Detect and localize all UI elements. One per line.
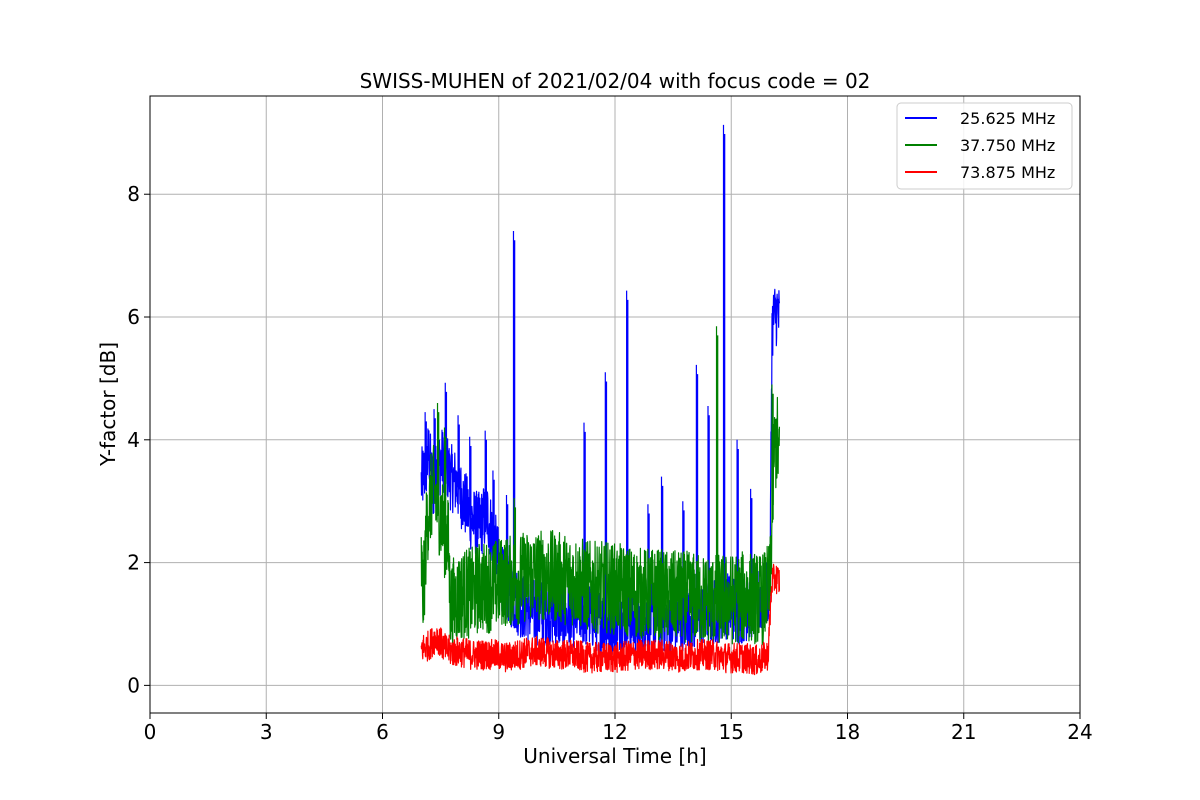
- x-tick-label: 9: [492, 720, 505, 744]
- series-line-37-750: [420, 326, 781, 650]
- x-tick-label: 6: [376, 720, 389, 744]
- legend: 25.625 MHz 37.750 MHz 73.875 MHz: [896, 102, 1073, 190]
- legend-box: [896, 102, 1073, 190]
- x-tick-label: 0: [144, 720, 157, 744]
- x-tick-label: 15: [719, 720, 744, 744]
- legend-label-37-750: 37.750 MHz: [960, 136, 1055, 155]
- plot-area: [420, 124, 781, 676]
- series-line-73-875: [420, 563, 781, 676]
- y-tick-label: 4: [127, 428, 140, 452]
- y-tick-label: 0: [127, 673, 140, 697]
- legend-label-25-625: 25.625 MHz: [960, 109, 1055, 128]
- chart-title: SWISS-MUHEN of 2021/02/04 with focus cod…: [360, 69, 871, 93]
- y-tick-label: 8: [127, 182, 140, 206]
- x-tick-label: 18: [835, 720, 860, 744]
- x-tick-label: 24: [1067, 720, 1092, 744]
- x-tick-label: 3: [260, 720, 273, 744]
- y-axis-label: Y-factor [dB]: [96, 342, 120, 467]
- y-tick-label: 6: [127, 305, 140, 329]
- legend-label-73-875: 73.875 MHz: [960, 163, 1055, 182]
- x-axis-label: Universal Time [h]: [523, 744, 706, 768]
- x-tick-label: 21: [951, 720, 976, 744]
- y-tick-label: 2: [127, 551, 140, 575]
- x-tick-label: 12: [602, 720, 627, 744]
